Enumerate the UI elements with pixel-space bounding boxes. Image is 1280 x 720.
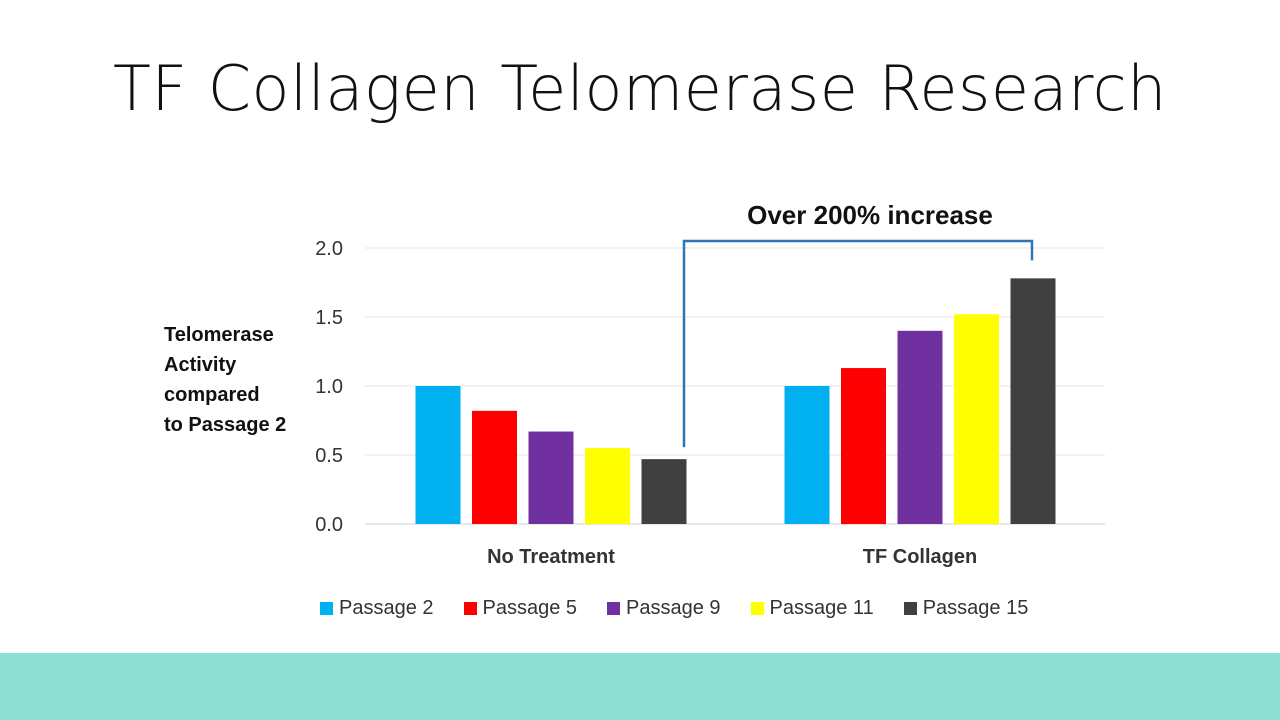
slide-title: TF Collagen Telomerase Research — [113, 52, 1167, 125]
y-tick-label: 1.0 — [315, 376, 343, 398]
y-tick-label: 1.5 — [315, 307, 343, 329]
y-axis-label-line: to Passage 2 — [164, 414, 287, 436]
bar — [841, 368, 886, 524]
legend-label: Passage 2 — [339, 596, 434, 619]
legend-item: Passage 5 — [463, 596, 578, 620]
bar — [585, 448, 630, 524]
bar — [415, 386, 461, 524]
legend-swatch — [903, 601, 917, 615]
y-axis-label-line: Telomerase — [164, 324, 274, 346]
y-axis-label-line: Activity — [164, 354, 237, 376]
bar — [897, 330, 943, 524]
bar-chart: 0.0 0.5 1.0 1.5 2.0 No Treatment TF Collagen Ov… — [315, 200, 1105, 568]
legend-label: Passage 9 — [626, 596, 721, 619]
legend-swatch — [607, 601, 621, 615]
legend-item: Passage 11 — [750, 596, 874, 620]
legend-label: Passage 11 — [769, 596, 874, 619]
legend-item: Passage 15 — [903, 596, 1029, 620]
bar — [954, 314, 999, 524]
y-axis-label-line: compared — [164, 384, 260, 406]
y-tick-label: 0.0 — [315, 514, 343, 536]
legend-swatch — [750, 601, 764, 615]
legend-swatch — [463, 601, 477, 615]
legend-label: Passage 15 — [922, 596, 1029, 619]
bar — [472, 410, 517, 524]
legend-item: Passage 2 — [320, 597, 434, 620]
legend-item: Passage 9 — [607, 597, 721, 620]
bar — [1010, 278, 1056, 524]
legend-swatch — [320, 601, 333, 615]
bar — [784, 386, 830, 524]
annotation-bracket — [682, 239, 1034, 448]
x-tick-label: No Treatment — [487, 546, 615, 568]
legend-label: Passage 5 — [482, 596, 578, 619]
x-tick-label: TF Collagen — [863, 546, 977, 568]
chart-legend: Passage 2 Passage 5 Passage 9 Passage 11… — [320, 594, 1080, 622]
y-tick-label: 2.0 — [315, 238, 343, 260]
annotation-label: Over 200% increase — [747, 200, 993, 230]
y-tick-label: 0.5 — [315, 445, 343, 467]
bar — [528, 431, 574, 524]
footer-band — [0, 653, 1280, 720]
y-axis-label: Telomerase Activity compared to Passage … — [164, 320, 304, 440]
bar — [641, 459, 687, 524]
